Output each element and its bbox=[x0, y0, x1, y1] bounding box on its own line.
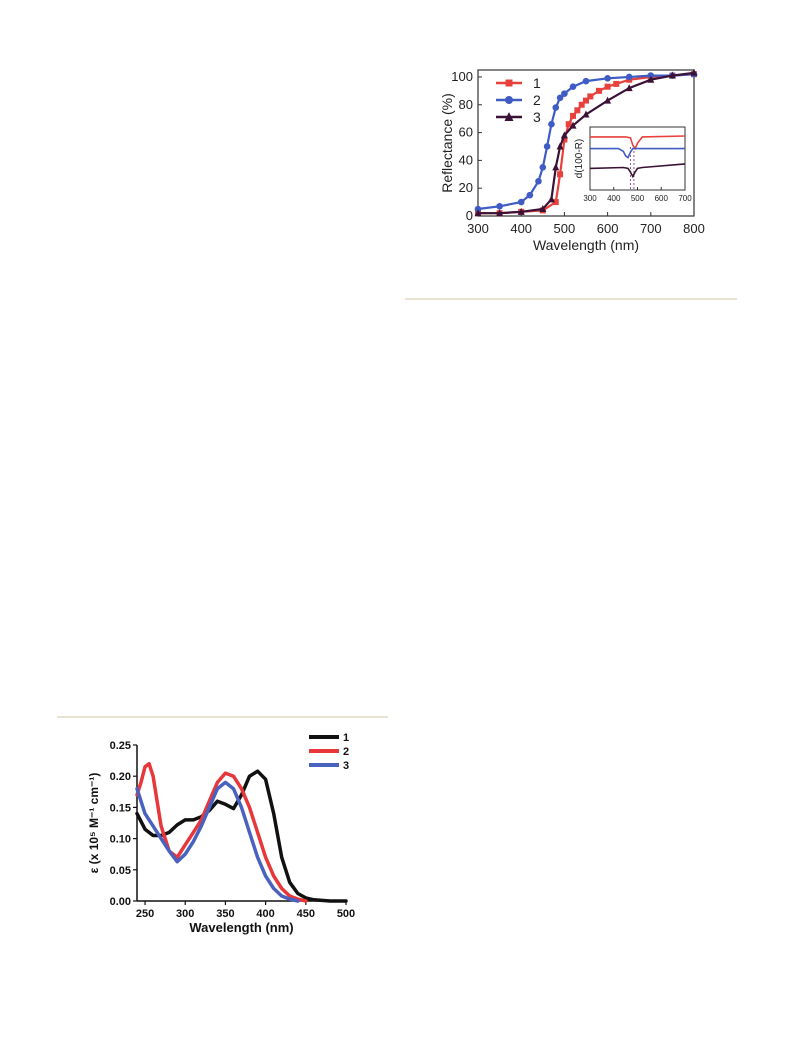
x-tick-label: 400 bbox=[510, 221, 532, 236]
series-3-point bbox=[496, 209, 504, 217]
series-1-point bbox=[561, 136, 568, 143]
inset-x-tick-label: 400 bbox=[607, 194, 621, 203]
series-3-point bbox=[647, 75, 655, 83]
inset-x-tick-label: 300 bbox=[583, 194, 597, 203]
series-2-point bbox=[548, 120, 555, 128]
inset-x-tick-label: 600 bbox=[655, 194, 669, 203]
series-1-point bbox=[557, 171, 564, 178]
series-2-point bbox=[496, 202, 503, 210]
series-3-point bbox=[539, 205, 547, 213]
series-1-point bbox=[604, 83, 611, 90]
series-3-point bbox=[604, 96, 612, 104]
legend-marker-2 bbox=[505, 96, 513, 104]
x-tick-label: 300 bbox=[467, 221, 489, 236]
series-3-point bbox=[668, 71, 676, 79]
series-3-point bbox=[569, 121, 577, 129]
y-axis-title: ε (x 10⁵ M⁻¹ cm⁻¹) bbox=[87, 773, 101, 874]
series-2-point bbox=[526, 191, 534, 199]
y-tick-label: 100 bbox=[451, 69, 473, 84]
series-3-point bbox=[474, 209, 482, 217]
series-2-point bbox=[539, 164, 547, 171]
series-3-point bbox=[560, 131, 568, 139]
series-2-point bbox=[474, 205, 482, 213]
x-tick-label: 500 bbox=[554, 221, 576, 236]
legend-label-1: 1 bbox=[533, 75, 541, 91]
series-1-point bbox=[613, 80, 620, 87]
plot-frame bbox=[477, 69, 695, 217]
legend-marker-1 bbox=[505, 79, 513, 87]
x-tick-label: 800 bbox=[683, 221, 705, 236]
series-2-point bbox=[556, 94, 564, 102]
x-tick-label: 350 bbox=[216, 908, 234, 920]
series-2-point bbox=[517, 198, 525, 206]
series-1-point bbox=[595, 87, 602, 94]
legend-label-2: 2 bbox=[343, 746, 349, 758]
series-3-point bbox=[547, 195, 555, 203]
series-1-point bbox=[552, 199, 559, 206]
series-2-point bbox=[552, 104, 560, 111]
y-tick-label: 0.00 bbox=[110, 896, 131, 908]
series-2-point bbox=[582, 77, 590, 85]
inset-x-tick-label: 700 bbox=[678, 194, 692, 203]
series-3-point bbox=[556, 142, 564, 150]
series-1-point bbox=[570, 112, 577, 119]
y-tick-label: 20 bbox=[459, 180, 473, 195]
y-tick-label: 0.20 bbox=[110, 771, 131, 783]
series-2-point bbox=[604, 75, 611, 82]
y-tick-label: 0.05 bbox=[110, 865, 131, 877]
inset-series-3-line bbox=[589, 163, 686, 179]
y-tick-label: 0.10 bbox=[110, 834, 131, 846]
legend-label-2: 2 bbox=[533, 92, 541, 108]
x-tick-label: 300 bbox=[176, 908, 194, 920]
legend-label-3: 3 bbox=[533, 109, 541, 125]
x-tick-label: 450 bbox=[297, 908, 315, 920]
inset-series-1-line bbox=[590, 135, 686, 151]
series-2-point bbox=[625, 73, 633, 81]
series-1-point bbox=[587, 93, 594, 100]
series-2-point bbox=[543, 143, 551, 150]
series-3-point bbox=[517, 207, 525, 215]
y-tick-label: 0.25 bbox=[110, 740, 131, 752]
series-2-point bbox=[535, 177, 542, 185]
series-2-point bbox=[561, 90, 568, 97]
legend-marker-3 bbox=[504, 112, 514, 121]
inset-series-2-line bbox=[590, 147, 685, 159]
series-1-point bbox=[574, 107, 581, 114]
y-tick-label: 0.15 bbox=[110, 802, 131, 814]
series-3-point bbox=[625, 84, 633, 92]
top-right-separator bbox=[405, 298, 737, 300]
x-tick-label: 700 bbox=[640, 221, 662, 236]
series-2-point bbox=[647, 72, 655, 79]
bottom-left-separator bbox=[57, 716, 388, 718]
legend-label-3: 3 bbox=[343, 760, 349, 772]
x-axis-title: Wavelength (nm) bbox=[189, 920, 293, 935]
y-tick-label: 40 bbox=[459, 152, 473, 167]
series-3-point bbox=[582, 110, 590, 118]
x-axis-title: Wavelength (nm) bbox=[533, 237, 639, 253]
series-2-point bbox=[569, 83, 577, 90]
inset-y-axis-title: d(100-R) bbox=[574, 139, 585, 178]
x-tick-label: 500 bbox=[337, 908, 355, 920]
y-tick-label: 60 bbox=[459, 125, 473, 140]
inset-x-tick-label: 500 bbox=[631, 194, 645, 203]
x-tick-label: 600 bbox=[597, 221, 619, 236]
y-axis-title: Reflectance (%) bbox=[439, 93, 455, 193]
series-2-line bbox=[135, 761, 308, 903]
x-tick-label: 400 bbox=[256, 908, 274, 920]
series-3-point bbox=[552, 163, 560, 171]
series-1-point bbox=[578, 101, 585, 108]
series-3-point bbox=[690, 68, 698, 76]
series-3-line bbox=[135, 780, 300, 903]
x-tick-label: 250 bbox=[136, 908, 154, 920]
legend-label-1: 1 bbox=[343, 732, 349, 744]
series-1-point bbox=[583, 97, 589, 104]
y-tick-label: 0 bbox=[466, 208, 473, 223]
series-1-point bbox=[565, 121, 572, 128]
y-tick-label: 80 bbox=[459, 97, 473, 112]
